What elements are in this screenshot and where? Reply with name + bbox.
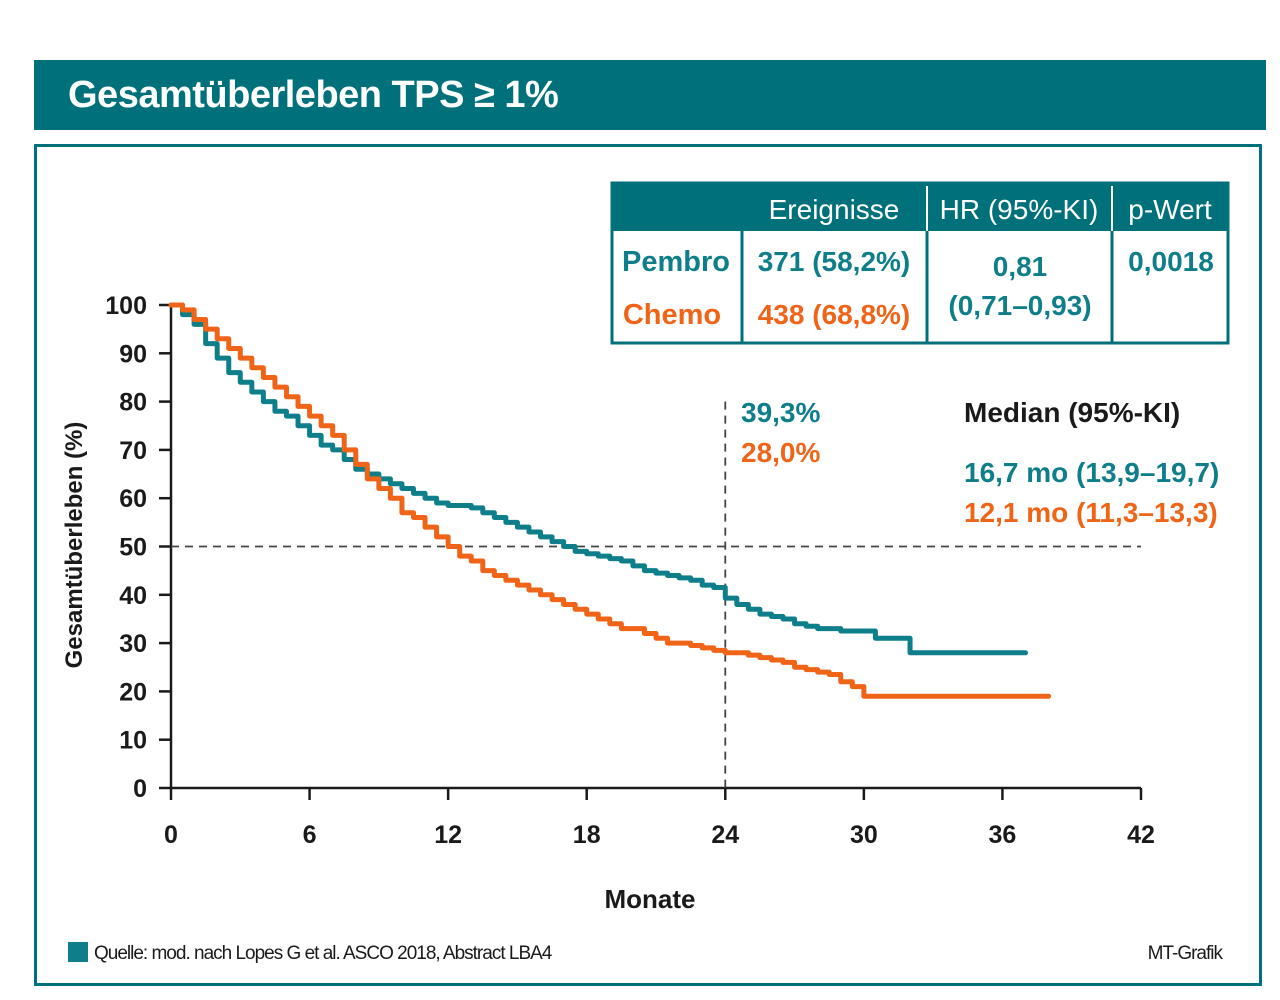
- series-line-pembro: [168, 302, 1029, 656]
- chart-title: Gesamtüberleben TPS ≥ 1%: [68, 74, 559, 116]
- y-tick-label: 60: [119, 485, 147, 513]
- y-tick-label: 90: [119, 340, 147, 368]
- y-tick-label: 70: [119, 437, 147, 465]
- row-chemo-label: Chemo: [623, 299, 721, 331]
- chemo-24-label: 28,0%: [741, 437, 820, 468]
- row-pembro-label: Pembro: [622, 246, 730, 278]
- row-chemo-events: 438 (68,8%): [758, 299, 911, 330]
- x-tick-label: 0: [164, 821, 178, 849]
- x-tick-label: 6: [303, 821, 317, 849]
- y-tick-label: 20: [119, 678, 147, 706]
- x-tick-label: 42: [1127, 821, 1155, 849]
- x-axis-title: Monate: [605, 884, 696, 914]
- x-tick-label: 12: [434, 821, 462, 849]
- credit-text: MT-Grafik: [1148, 943, 1224, 964]
- x-tick-label: 36: [989, 821, 1017, 849]
- table-header-bg: [612, 183, 1228, 231]
- table-border: [610, 181, 1230, 345]
- y-tick-label: 100: [105, 292, 147, 320]
- y-tick-label: 40: [119, 582, 147, 610]
- chemo-median: 12,1 mo (11,3–13,3): [964, 497, 1218, 528]
- hr-ci: (0,71–0,93): [948, 290, 1091, 321]
- y-tick-label: 50: [119, 534, 147, 562]
- y-tick-label: 80: [119, 389, 147, 417]
- reference-lines: [171, 401, 1141, 788]
- title-bar: Gesamtüberleben TPS ≥ 1%: [34, 60, 1266, 130]
- y-tick-label: 0: [133, 775, 147, 803]
- median-title: Median (95%-KI): [964, 397, 1180, 428]
- axes: 0 10 20 30 40 50 60 70 80 90 100 0 6 12 18 24 30 36 42: [105, 292, 1155, 849]
- x-tick-label: 24: [711, 821, 739, 849]
- chart-frame: [34, 144, 1262, 986]
- x-tick-label: 18: [573, 821, 601, 849]
- pembro-24-label: 39,3%: [741, 397, 820, 428]
- series-line-chemo: [168, 302, 1052, 699]
- p-value: 0,0018: [1128, 246, 1214, 277]
- header-p: p-Wert: [1128, 194, 1212, 225]
- hr-value: 0,81: [993, 251, 1048, 282]
- source-text: Quelle: mod. nach Lopes G et al. ASCO 20…: [94, 943, 553, 964]
- header-hr: HR (95%-KI): [940, 194, 1099, 225]
- x-tick-label: 30: [850, 821, 878, 849]
- header-events: Ereignisse: [769, 194, 900, 225]
- series-group: [168, 302, 1052, 699]
- y-tick-label: 10: [119, 727, 147, 755]
- row-pembro-events: 371 (58,2%): [758, 246, 911, 277]
- y-axis-title: Gesamtüberleben (%): [61, 422, 88, 669]
- y-tick-label: 30: [119, 630, 147, 658]
- source-marker: [68, 942, 88, 962]
- pembro-median: 16,7 mo (13,9–19,7): [964, 457, 1219, 488]
- results-table: Ereignisse HR (95%-KI) p-Wert Pembro Che…: [610, 181, 1230, 345]
